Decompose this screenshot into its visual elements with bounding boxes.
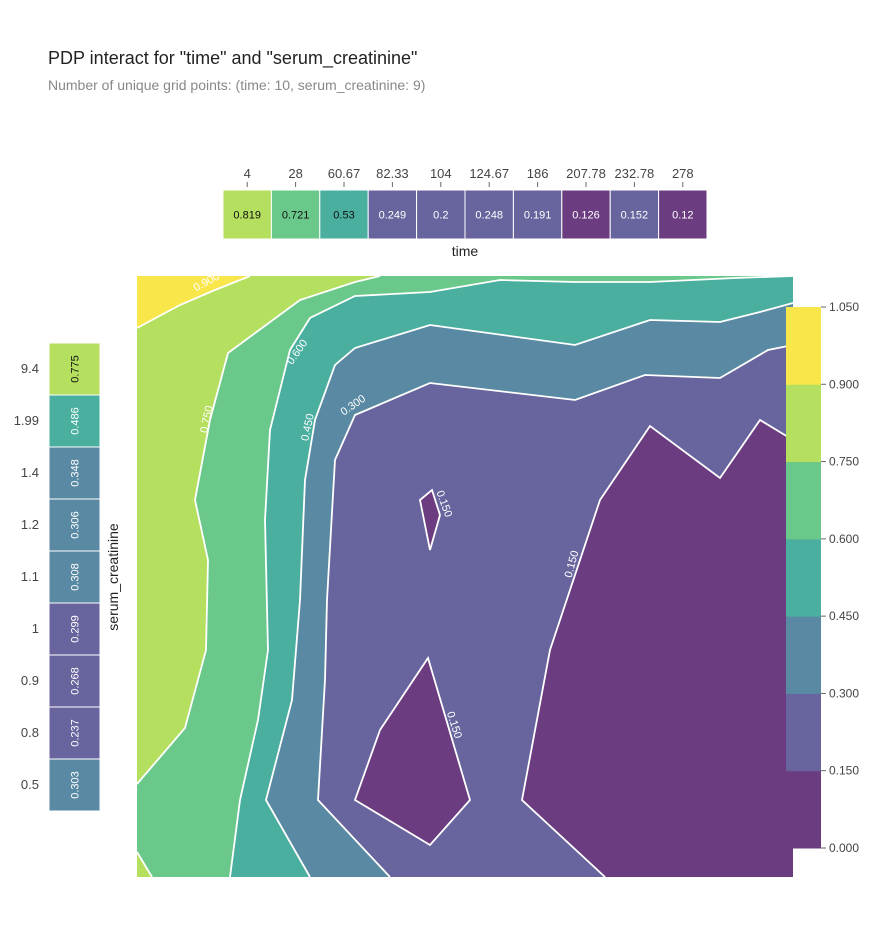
time-cell-label: 0.721 (282, 210, 310, 222)
colorbar-tick-label: 1.050 (829, 300, 859, 314)
colorbar-tick-label: 0.150 (829, 764, 859, 778)
time-cell (609, 189, 660, 240)
chart-subtitle: Number of unique grid points: (time: 10,… (48, 77, 425, 93)
colorbar-tick-label: 0.450 (829, 609, 859, 623)
colorbar-band (786, 770, 821, 849)
contour-band-6 (137, 276, 250, 328)
time-cell-label: 0.191 (524, 210, 552, 222)
colorbar-tick-label: 0.600 (829, 532, 859, 546)
contour-line-150 (521, 418, 794, 878)
creatinine-cell (48, 498, 101, 552)
creatinine-cell (48, 394, 101, 448)
colorbar-band (786, 461, 821, 540)
creatinine-tick-label: 0.5 (21, 777, 39, 792)
time-cell (319, 189, 369, 240)
creatinine-cell (48, 446, 101, 500)
creatinine-cell (48, 758, 101, 812)
time-cell-label: 0.12 (672, 210, 693, 222)
time-tick-label: 207.78 (566, 166, 606, 181)
time-cell-label: 0.248 (475, 210, 503, 222)
creatinine-tick-label: 1.4 (21, 465, 39, 480)
time-axis-title: time (452, 243, 479, 259)
colorbar-tick-label: 0.750 (829, 455, 859, 469)
time-cell (658, 189, 708, 240)
colorbar-band (786, 384, 821, 463)
creatinine-cell (48, 602, 101, 656)
creatinine-cell-label: 0.268 (70, 667, 82, 695)
colorbar-band (786, 307, 821, 385)
time-cell-label: 0.152 (621, 210, 649, 222)
colorbar-tick-label: 0.000 (829, 841, 859, 855)
colorbar-band (786, 616, 821, 694)
creatinine-tick-label: 1.99 (14, 413, 39, 428)
contour-plot: 0.900 0.750 0.600 0.450 0.300 0.150 0.15… (136, 271, 794, 878)
contour-label-750: 0.750 (198, 405, 215, 434)
time-strip: 0.819 4 0.721 28 0.53 60.67 0.249 82.33 0.2 104 0.… (222, 166, 708, 240)
creatinine-cell-label: 0.237 (70, 719, 82, 747)
contour-label-450: 0.450 (299, 413, 316, 442)
contour-band-island-1 (420, 490, 440, 550)
creatinine-tick-label: 1.2 (21, 517, 39, 532)
time-cell (512, 189, 563, 240)
creatinine-cell-label: 0.308 (70, 563, 82, 591)
contour-line-750 (136, 275, 381, 785)
time-tick-label: 28 (288, 166, 302, 181)
creatinine-tick-label: 9.4 (21, 361, 39, 376)
colorbar-band (786, 538, 821, 617)
creatinine-tick-label: 1.1 (21, 569, 39, 584)
time-cell-label: 0.249 (379, 210, 407, 222)
time-cell-label: 0.819 (233, 210, 261, 222)
time-cell-label: 0.2 (433, 210, 448, 222)
time-tick-label: 4 (244, 166, 251, 181)
creatinine-tick-label: 0.9 (21, 673, 39, 688)
time-tick-label: 278 (672, 166, 694, 181)
creatinine-cell-label: 0.775 (70, 355, 82, 383)
contour-line-600 (229, 275, 794, 878)
creatinine-cell (48, 706, 101, 760)
colorbar-band (786, 693, 821, 772)
creatinine-tick-label: 0.8 (21, 725, 39, 740)
creatinine-cell-label: 0.348 (70, 459, 82, 487)
creatinine-cell-label: 0.303 (70, 771, 82, 799)
contour-line-750-b (136, 851, 153, 878)
contour-line-150-island-2 (353, 655, 472, 847)
time-tick-label: 82.33 (376, 166, 409, 181)
time-cell (222, 189, 272, 240)
creatinine-cell-label: 0.299 (70, 615, 82, 643)
colorbar: 0.000 0.150 0.300 0.450 0.600 0.750 0.900 1.050 (786, 300, 859, 855)
creatinine-cell-label: 0.486 (70, 407, 82, 435)
creatinine-axis-title: serum_creatinine (105, 523, 121, 631)
contour-line-300 (317, 344, 794, 878)
creatinine-cell (48, 550, 101, 604)
creatinine-tick-label: 1 (32, 621, 39, 636)
contour-band-3 (137, 276, 793, 877)
creatinine-strip: 0.775 9.4 0.486 1.99 0.348 1.4 0.306 1.2 0.308 1.… (14, 342, 101, 812)
time-tick-label: 60.67 (328, 166, 361, 181)
contour-line-150-island-1 (419, 488, 441, 551)
time-tick-label: 104 (430, 166, 452, 181)
contour-line-900 (136, 275, 251, 329)
colorbar-tick-label: 0.300 (829, 686, 859, 700)
time-tick-label: 124.67 (469, 166, 509, 181)
colorbar-tick-label: 0.900 (829, 377, 859, 391)
time-tick-label: 186 (527, 166, 549, 181)
time-cell-label: 0.126 (572, 210, 600, 222)
time-cell-label: 0.53 (333, 210, 354, 222)
creatinine-cell-label: 0.306 (70, 511, 82, 539)
time-cell (270, 189, 321, 240)
contour-band-5 (137, 276, 380, 877)
chart-title: PDP interact for "time" and "serum_creat… (48, 48, 417, 69)
time-cell (367, 189, 418, 240)
time-tick-label: 232.78 (615, 166, 655, 181)
contour-line-450 (265, 302, 794, 878)
